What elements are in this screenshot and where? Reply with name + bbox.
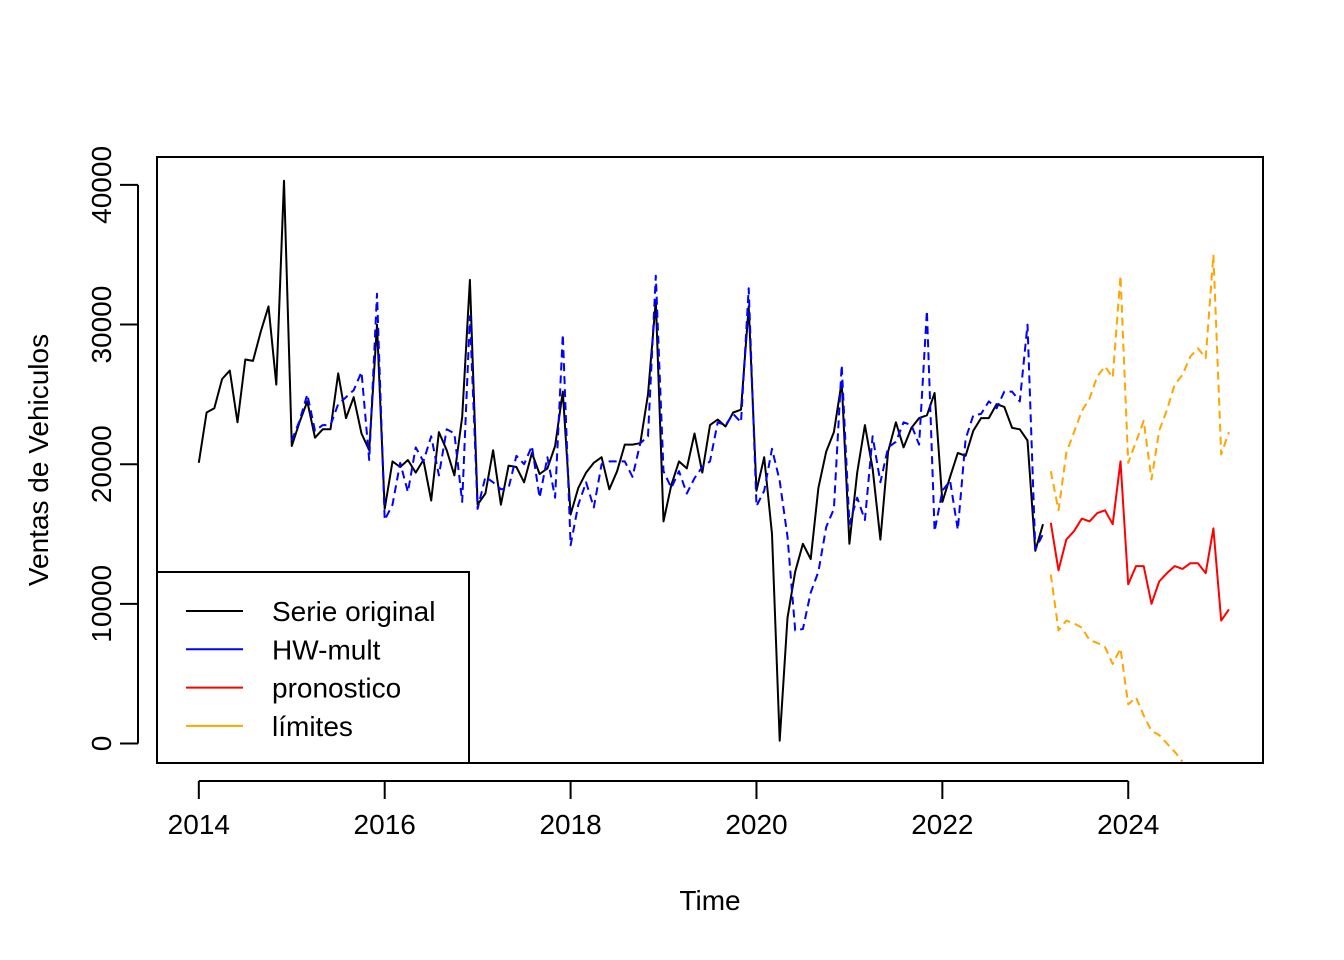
y-tick-label-30000: 30000	[86, 286, 117, 364]
series-line-2	[1049, 460, 1230, 622]
series-line-1	[290, 274, 1044, 632]
legend-box	[156, 571, 470, 764]
x-axis-title: Time	[679, 885, 740, 916]
x-tick-label-2018: 2018	[539, 809, 601, 840]
axes-layer: 2014 2016 2018 2020 2022 2024 0 10000 20000 30000…	[86, 146, 1264, 840]
y-tick-label-0: 0	[86, 736, 117, 752]
y-axis-title: Ventas de Vehiculos	[23, 334, 54, 586]
legend-label-2: pronostico	[272, 673, 401, 704]
plot-frame	[156, 156, 1264, 764]
y-tick-label-10000: 10000	[86, 565, 117, 643]
x-tick-label-2020: 2020	[725, 809, 787, 840]
x-tick-label-2024: 2024	[1097, 809, 1159, 840]
plot-layer	[197, 179, 1230, 763]
x-tick-label-2022: 2022	[911, 809, 973, 840]
x-tick-label-2014: 2014	[168, 809, 230, 840]
y-tick-label-20000: 20000	[86, 425, 117, 503]
series-group	[197, 179, 1230, 763]
x-tick-label-2016: 2016	[354, 809, 416, 840]
legend-label-0: Serie original	[272, 596, 435, 627]
legend: Serie original HW-mult pronostico límites	[156, 571, 470, 764]
legend-label-3: límites	[272, 711, 353, 742]
series-line-3	[1049, 253, 1230, 512]
y-tick-label-40000: 40000	[86, 146, 117, 224]
series-line-0	[197, 179, 1044, 742]
series-line-4	[1049, 574, 1184, 763]
legend-label-1: HW-mult	[272, 634, 381, 665]
